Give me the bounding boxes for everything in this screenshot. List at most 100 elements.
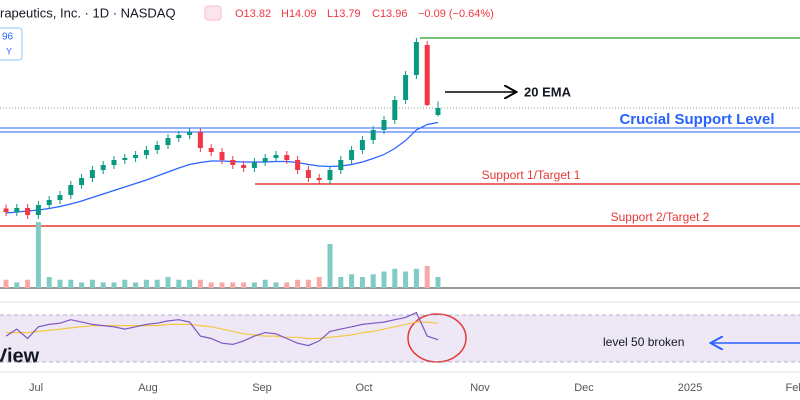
badge-text: Y: [6, 46, 12, 56]
candle-body: [46, 200, 52, 205]
volume-bar: [349, 274, 355, 288]
x-tick-label: Dec: [574, 382, 594, 394]
volume-bar: [133, 282, 139, 288]
volume-bar: [219, 282, 225, 288]
watermark: View: [0, 345, 40, 367]
candle-body: [57, 195, 63, 200]
volume-bar: [338, 277, 344, 288]
volume-bar: [305, 279, 311, 288]
volume-bar: [122, 279, 128, 288]
annotation: 20 EMA: [524, 84, 572, 99]
candle-body: [133, 155, 139, 158]
candle-body: [230, 160, 236, 165]
candle-body: [316, 178, 322, 180]
volume-bar: [25, 279, 31, 288]
volume-bar: [403, 271, 409, 288]
candle-body: [327, 170, 333, 180]
icon: [204, 5, 222, 21]
volume-bar: [79, 282, 85, 288]
volume-bar: [197, 279, 203, 288]
volume-bar: [100, 282, 106, 288]
candle-body: [273, 155, 279, 158]
x-tick-label: Jul: [29, 382, 43, 394]
candle-body: [3, 208, 9, 212]
candle-body: [68, 185, 74, 195]
volume-bar: [413, 268, 419, 288]
volume-bar: [35, 222, 41, 288]
ohlc-value: H14.09: [281, 8, 316, 20]
volume-bar: [241, 282, 247, 288]
candle-body: [370, 130, 376, 140]
level-label: Support 2/Target 2: [611, 210, 710, 224]
candle-body: [25, 208, 31, 215]
volume-bar: [176, 279, 182, 288]
candle-body: [305, 170, 311, 178]
candle-body: [262, 158, 268, 162]
level-label: Crucial Support Level: [619, 111, 774, 128]
candle-body: [251, 162, 257, 168]
volume-bar: [208, 282, 214, 288]
volume-bar: [251, 282, 257, 288]
volume-bar: [3, 279, 9, 288]
candle-body: [241, 165, 247, 168]
candle-body: [424, 45, 430, 105]
candle-body: [435, 108, 441, 115]
candle-body: [79, 178, 85, 185]
ohlc-value: L13.79: [327, 8, 361, 20]
volume-bar: [154, 279, 160, 288]
badge-text: 96: [2, 32, 14, 43]
rsi-band: [0, 315, 800, 362]
volume-bar: [46, 277, 52, 288]
candle-body: [338, 160, 344, 170]
x-tick-label: Nov: [470, 382, 490, 394]
volume-bar: [359, 277, 365, 288]
volume-bar: [111, 282, 117, 288]
volume-bar: [14, 282, 20, 288]
badge: [0, 27, 23, 61]
volume-bar: [262, 279, 268, 288]
symbol: rapeutics, Inc. · 1D · NASDAQ: [0, 5, 176, 20]
rsi-line: [5, 311, 439, 347]
volume-bar: [316, 277, 322, 288]
candle-body: [392, 100, 398, 120]
candle-body: [208, 148, 214, 152]
volume-bar: [370, 274, 376, 288]
level-label: Support 1/Target 1: [482, 168, 581, 182]
x-tick-label: Oct: [355, 382, 372, 394]
candle-body: [154, 145, 160, 150]
volume-bar: [327, 244, 333, 288]
candle-body: [176, 135, 182, 138]
x-tick-label: Feb: [786, 382, 800, 394]
ohlc-value: −0.09 (−0.64%): [418, 8, 494, 20]
candle-body: [89, 170, 95, 178]
volume-bar: [187, 279, 193, 288]
candle-body: [197, 132, 203, 148]
candle-body: [359, 140, 365, 150]
candle-body: [143, 150, 149, 155]
annotation: level 50 broken: [603, 335, 684, 349]
candle-body: [187, 132, 193, 135]
volume-bar: [381, 271, 387, 288]
candle-body: [295, 160, 301, 170]
volume-bar: [57, 279, 63, 288]
volume-bar: [230, 282, 236, 288]
volume-bar: [273, 282, 279, 288]
candle-body: [413, 42, 419, 75]
volume-bar: [143, 279, 149, 288]
volume-bar: [392, 268, 398, 288]
candle-body: [35, 205, 41, 215]
x-tick-label: Sep: [252, 382, 272, 394]
candle-body: [349, 150, 355, 160]
ohlc-value: C13.96: [372, 8, 407, 20]
ohlc-value: O13.82: [235, 8, 271, 20]
volume-bar: [89, 279, 95, 288]
volume-bar: [295, 279, 301, 288]
candle-body: [111, 160, 117, 165]
rsi-ma-line: [6, 321, 439, 340]
volume-bar: [165, 277, 171, 288]
candle-body: [403, 75, 409, 100]
volume-bar: [68, 279, 74, 288]
